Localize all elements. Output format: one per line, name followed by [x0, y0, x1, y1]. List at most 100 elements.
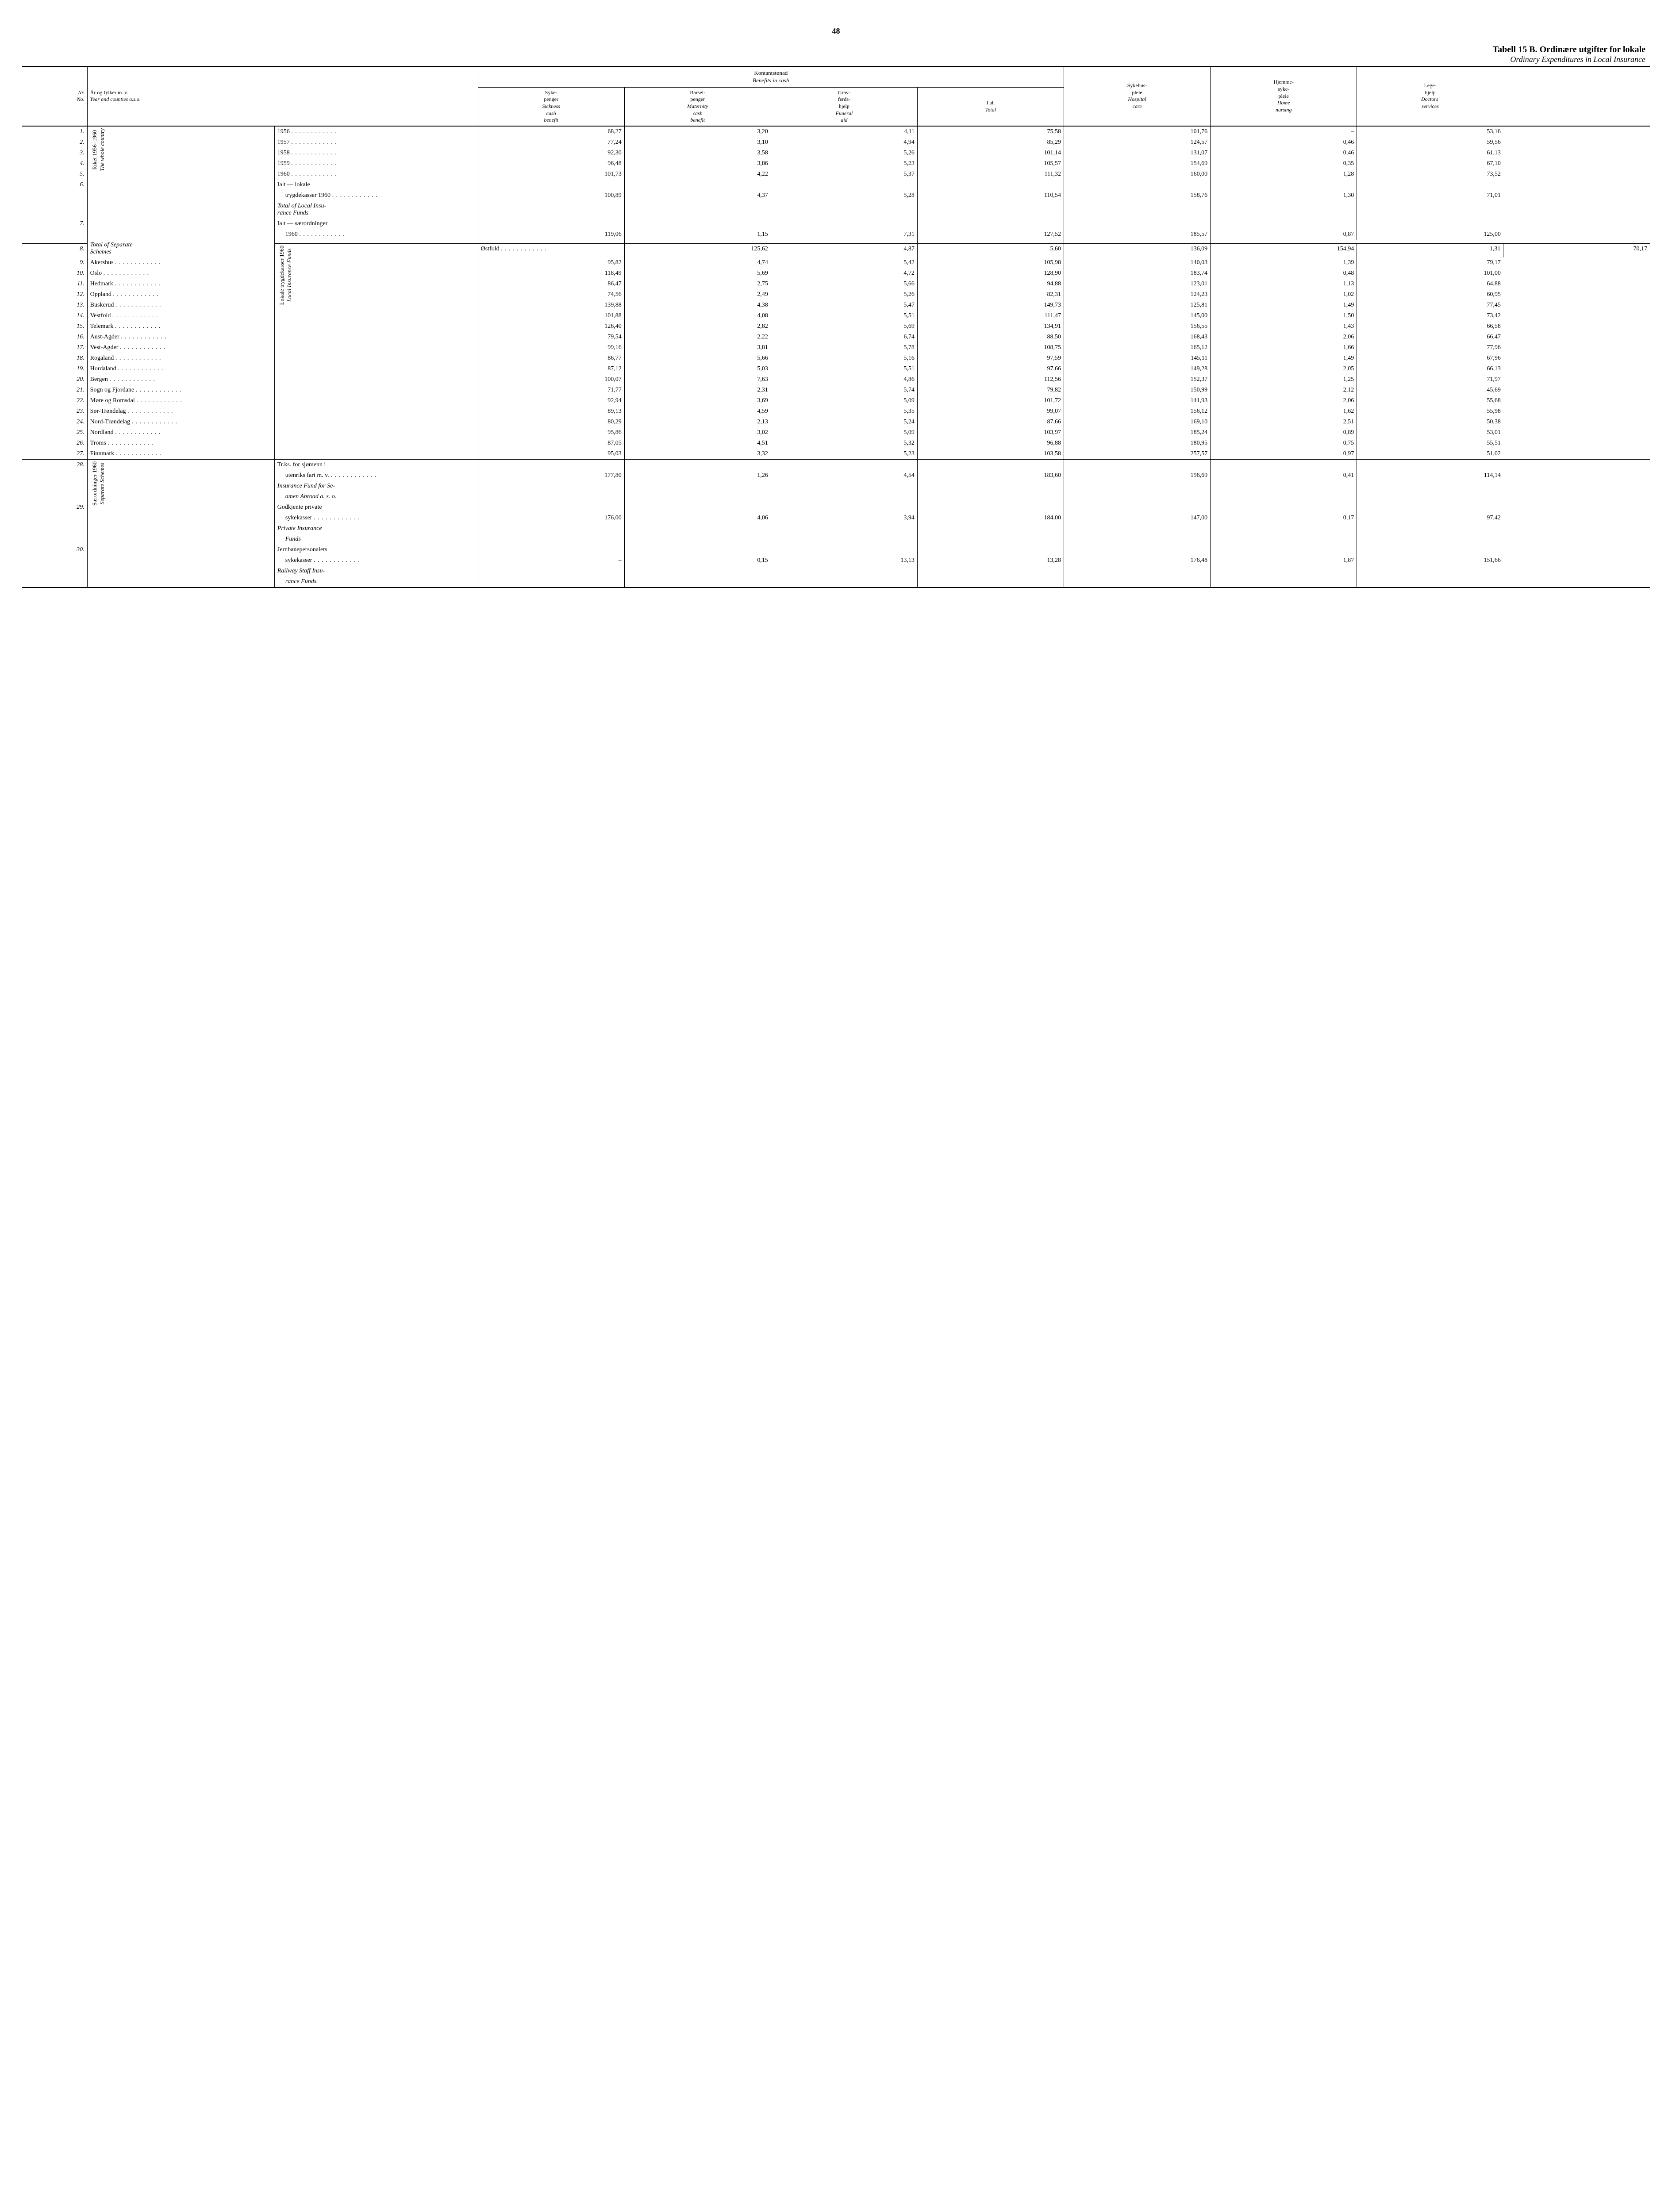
table-cell: 53,16: [1357, 126, 1503, 137]
table-cell: 87,05: [478, 438, 624, 449]
row-label: Buskerud: [87, 300, 274, 311]
row-nr: 8.: [22, 243, 87, 257]
table-cell: 125,00: [1357, 229, 1503, 240]
table-cell: 5,24: [771, 417, 917, 427]
table-cell: 50,38: [1357, 417, 1503, 427]
table-cell: 0,46: [1211, 148, 1357, 158]
table-cell: 141,93: [1064, 396, 1211, 406]
row-nr: 6.: [22, 180, 87, 190]
table-cell: 3,58: [624, 148, 771, 158]
table-cell: 2,82: [624, 321, 771, 332]
table-cell: 5,32: [771, 438, 917, 449]
table-cell: 136,09: [1064, 243, 1211, 257]
table-cell: 196,69: [1064, 470, 1211, 481]
table-cell: 5,60: [917, 243, 1064, 257]
table-title-main: Tabell 15 B. Ordinære utgifter for lokal…: [22, 45, 1645, 55]
row-label: 1960: [274, 229, 478, 240]
table-cell: 1,31: [1357, 243, 1503, 257]
table-cell: 2,05: [1211, 364, 1357, 374]
table-cell: 5,69: [771, 321, 917, 332]
hdr-nr: Nr. No.: [22, 66, 87, 126]
table-cell: 1,50: [1211, 311, 1357, 321]
table-cell: 4,72: [771, 268, 917, 279]
table-cell: 165,12: [1064, 342, 1211, 353]
row-nr: 29.: [22, 502, 87, 513]
table-cell: 176,00: [478, 513, 624, 523]
table-cell: 180,95: [1064, 438, 1211, 449]
table-cell: 77,45: [1357, 300, 1503, 311]
table-cell: 71,01: [1357, 190, 1503, 201]
hdr-year: År og fylker m. v. Year and counties a.s…: [87, 66, 478, 126]
row-nr: 24.: [22, 417, 87, 427]
table-cell: 3,86: [624, 158, 771, 169]
table-cell: 1,15: [624, 229, 771, 240]
table-cell: 2,12: [1211, 385, 1357, 396]
table-cell: 145,11: [1064, 353, 1211, 364]
table-cell: 0,87: [1211, 229, 1357, 240]
row-nr: 12.: [22, 289, 87, 300]
table-cell: 45,69: [1357, 385, 1503, 396]
table-cell: 86,77: [478, 353, 624, 364]
table-cell: 4,54: [771, 470, 917, 481]
table-cell: 154,94: [1211, 243, 1357, 257]
table-cell: 97,59: [917, 353, 1064, 364]
table-cell: 92,94: [478, 396, 624, 406]
row-nr: 19.: [22, 364, 87, 374]
table-cell: 4,08: [624, 311, 771, 321]
table-cell: 59,56: [1357, 137, 1503, 148]
table-cell: 13,13: [771, 555, 917, 566]
table-cell: 4,59: [624, 406, 771, 417]
row-nr: 30.: [22, 545, 87, 555]
table-cell: 97,42: [1357, 513, 1503, 523]
row-label: Tr.ks. for sjømenn i: [274, 459, 478, 470]
table-cell: 64,88: [1357, 279, 1503, 289]
table-cell: 140,03: [1064, 257, 1211, 268]
row-nr: 18.: [22, 353, 87, 364]
group-label-2: Lokale trygdekasser 1960Local Insurance …: [274, 243, 478, 459]
table-cell: 5,66: [624, 353, 771, 364]
table-cell: 94,88: [917, 279, 1064, 289]
row-nr: 27.: [22, 449, 87, 460]
table-cell: 99,16: [478, 342, 624, 353]
table-cell: 101,73: [478, 169, 624, 180]
table-cell: 61,13: [1357, 148, 1503, 158]
table-cell: 4,51: [624, 438, 771, 449]
row-label-en: Insurance Fund for Se-: [274, 481, 478, 492]
table-cell: 4,94: [771, 137, 917, 148]
table-cell: 145,00: [1064, 311, 1211, 321]
row-label: Sør-Trøndelag: [87, 406, 274, 417]
row-label: 1959: [274, 158, 478, 169]
table-cell: 1,49: [1211, 353, 1357, 364]
table-cell: 4,37: [624, 190, 771, 201]
table-cell: 103,97: [917, 427, 1064, 438]
row-label: Rogaland: [87, 353, 274, 364]
table-cell: 5,23: [771, 158, 917, 169]
row-label: Oslo: [87, 268, 274, 279]
table-cell: 1,43: [1211, 321, 1357, 332]
table-cell: 67,96: [1357, 353, 1503, 364]
row-label: Hedmark: [87, 279, 274, 289]
table-cell: 5,26: [771, 289, 917, 300]
table-cell: 112,56: [917, 374, 1064, 385]
table-cell: 127,52: [917, 229, 1064, 240]
table-cell: 125,81: [1064, 300, 1211, 311]
row-label: Akershus: [87, 257, 274, 268]
table-cell: 51,02: [1357, 449, 1503, 460]
table-cell: 1,02: [1211, 289, 1357, 300]
table-cell: 2,06: [1211, 332, 1357, 342]
table-cell: –: [1211, 126, 1357, 137]
row-label: Jernbanepersonalets: [274, 545, 478, 555]
row-nr: 16.: [22, 332, 87, 342]
table-cell: 7,63: [624, 374, 771, 385]
table-cell: 74,56: [478, 289, 624, 300]
table-cell: 5,42: [771, 257, 917, 268]
table-cell: 95,82: [478, 257, 624, 268]
table-cell: 7,31: [771, 229, 917, 240]
table-cell: 177,80: [478, 470, 624, 481]
row-label: 1958: [274, 148, 478, 158]
table-cell: 73,42: [1357, 311, 1503, 321]
table-cell: 123,01: [1064, 279, 1211, 289]
table-title-sub: Ordinary Expenditures in Local Insurance: [22, 55, 1645, 64]
table-cell: 4,22: [624, 169, 771, 180]
hdr-c2: Barsel- penger Maternity cash benefit: [624, 87, 771, 126]
